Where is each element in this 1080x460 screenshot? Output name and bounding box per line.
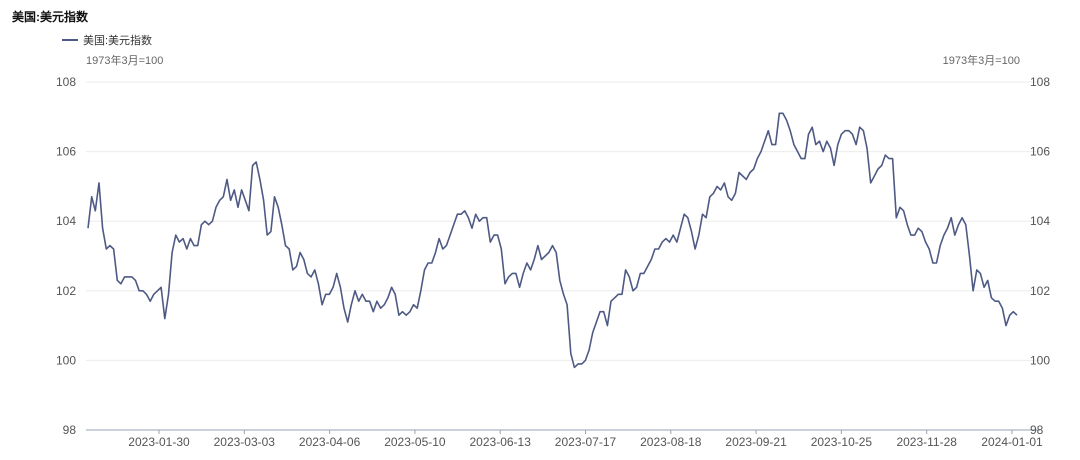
y-tick-left: 100 <box>56 353 76 367</box>
x-axis: 2023-01-30 2023-03-03 2023-04-06 2023-05-10… <box>128 430 1043 449</box>
y-tick-left: 106 <box>56 145 76 159</box>
right-axis-unit: 1973年3月=100 <box>942 55 1020 67</box>
legend-label: 美国:美元指数 <box>83 35 153 47</box>
y-tick-right: 98 <box>1030 423 1044 437</box>
y-tick-left: 102 <box>56 284 76 298</box>
left-y-axis: 98 100 102 104 106 108 <box>56 75 76 437</box>
y-tick-right: 106 <box>1030 145 1050 159</box>
left-axis-unit: 1973年3月=100 <box>86 55 164 67</box>
x-tick-label: 2023-04-06 <box>299 435 361 449</box>
x-tick-label: 2023-09-21 <box>725 435 787 449</box>
chart-title: 美国:美元指数 <box>12 10 88 24</box>
x-tick-label: 2023-06-13 <box>470 435 532 449</box>
right-y-axis: 98 100 102 104 106 108 <box>1030 75 1050 437</box>
x-tick-label: 2023-05-10 <box>384 435 446 449</box>
legend[interactable]: 美国:美元指数 <box>62 32 152 48</box>
legend-swatch <box>62 39 78 41</box>
y-tick-left: 104 <box>56 214 76 228</box>
series-line[interactable] <box>87 112 1018 369</box>
x-tick-label: 2023-08-18 <box>640 435 702 449</box>
x-tick-label: 2023-07-17 <box>555 435 617 449</box>
x-tick-label: 2023-01-30 <box>128 435 190 449</box>
y-tick-left: 108 <box>56 75 76 89</box>
y-tick-right: 100 <box>1030 353 1050 367</box>
y-tick-left: 98 <box>63 423 77 437</box>
x-tick-label: 2024-01-01 <box>981 435 1043 449</box>
x-tick-label: 2023-11-28 <box>896 435 957 449</box>
x-tick-label: 2023-10-25 <box>811 435 873 449</box>
series-lines <box>87 112 1018 369</box>
grid-lines <box>86 81 1040 431</box>
x-tick-label: 2023-03-03 <box>214 435 276 449</box>
y-tick-right: 104 <box>1030 214 1050 228</box>
y-tick-right: 102 <box>1030 284 1050 298</box>
y-tick-right: 108 <box>1030 75 1050 89</box>
